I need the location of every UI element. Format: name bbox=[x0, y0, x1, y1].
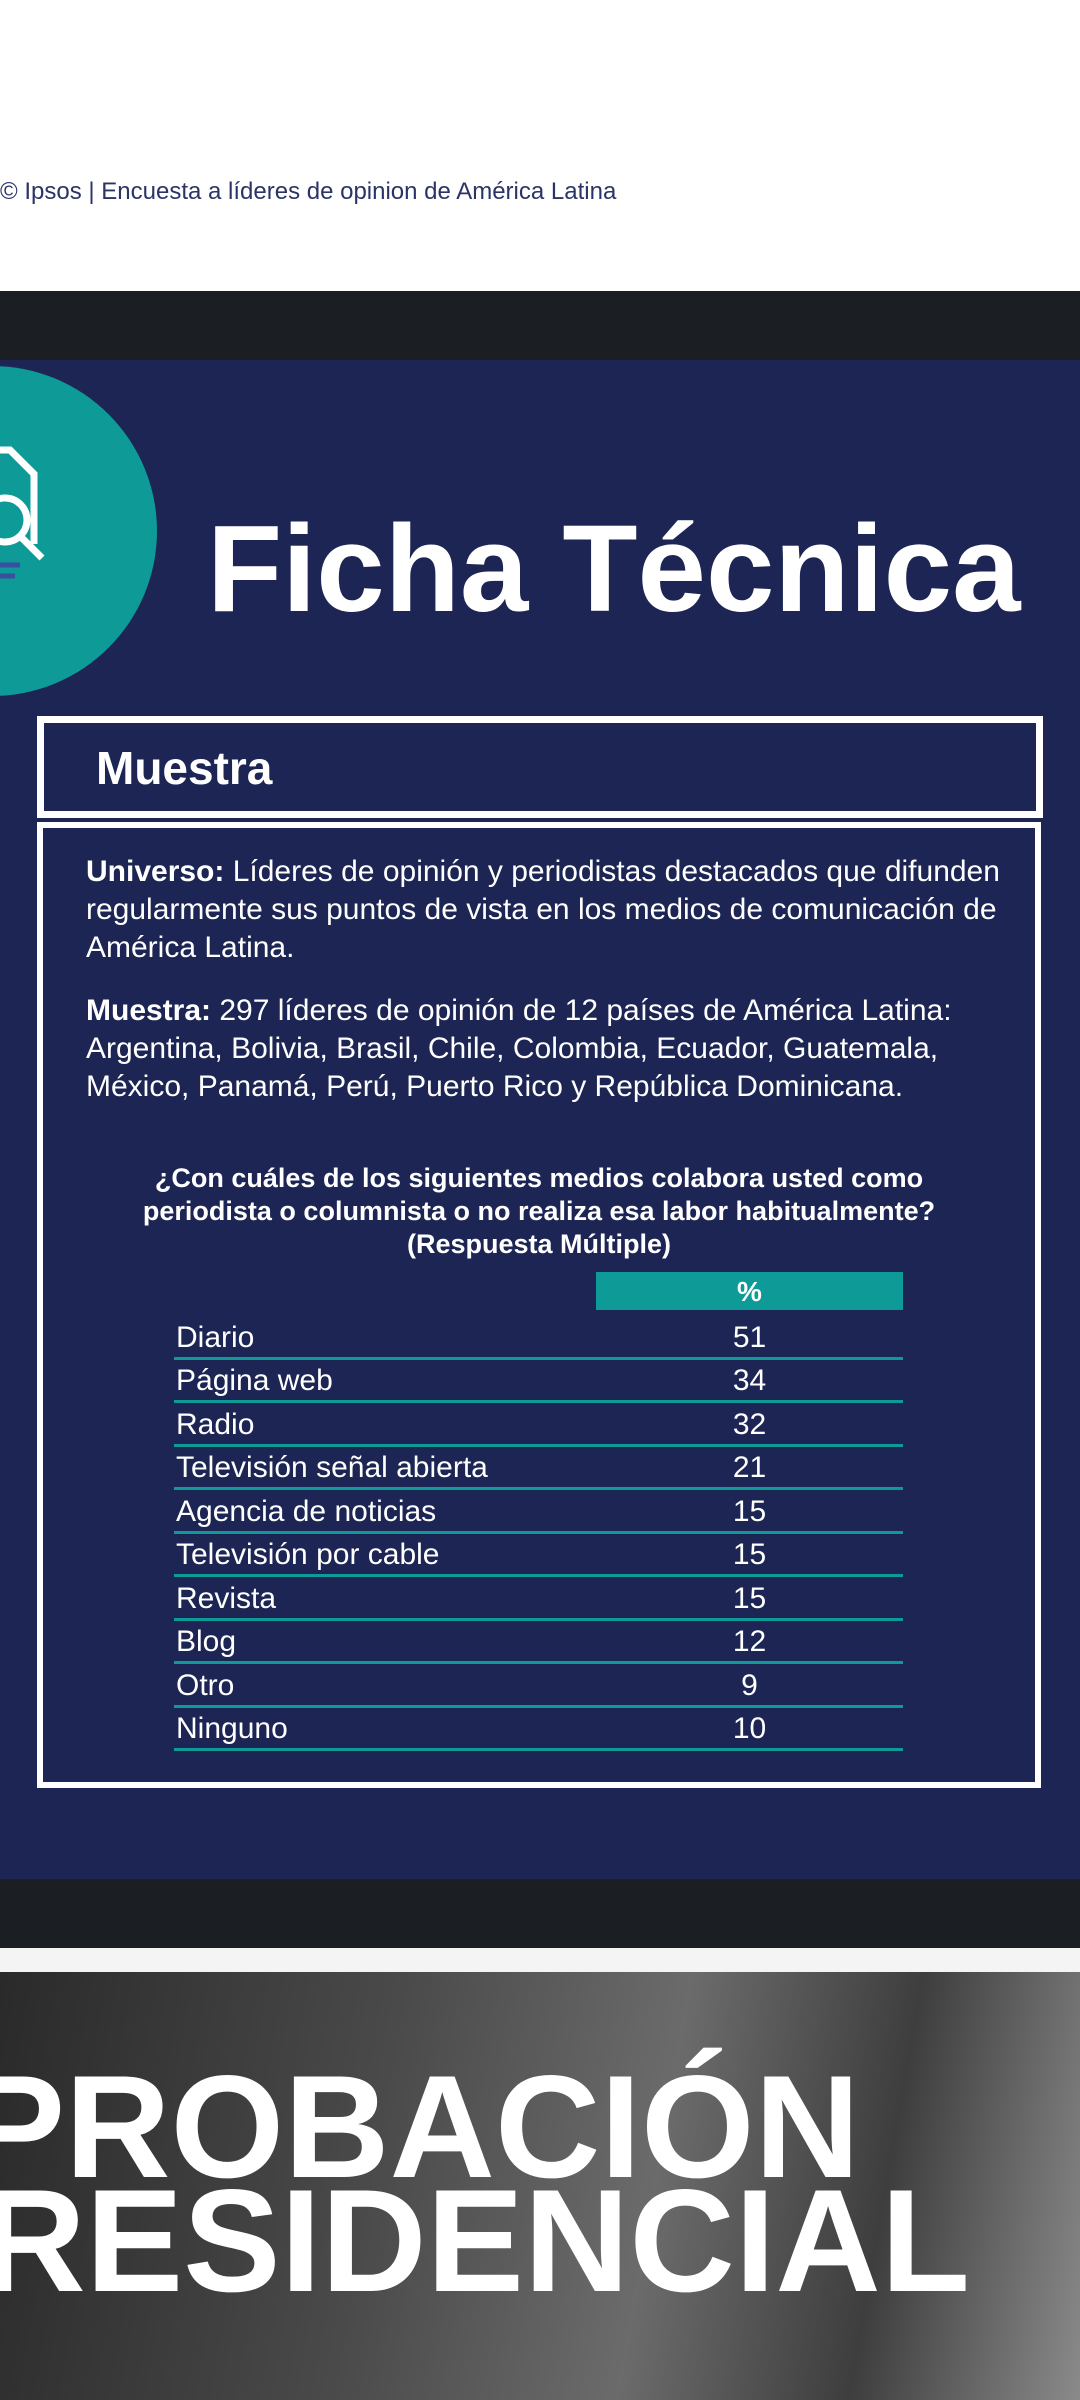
table-row: Página web 34 bbox=[174, 1360, 903, 1403]
row-label: Ninguno bbox=[176, 1712, 288, 1745]
table-row: Otro 9 bbox=[174, 1664, 903, 1708]
section-title: Muestra bbox=[96, 742, 273, 794]
icon-circle bbox=[0, 366, 157, 696]
paragraph-text: Líderes de opinión y periodistas destaca… bbox=[86, 855, 1000, 964]
content-box: Universo: Líderes de opinión y periodist… bbox=[37, 822, 1041, 1788]
row-label: Radio bbox=[176, 1407, 255, 1441]
row-value: 15 bbox=[732, 1494, 767, 1528]
table-row: Televisión señal abierta 21 bbox=[174, 1447, 903, 1490]
row-label: Revista bbox=[176, 1581, 277, 1615]
table-row: Revista 15 bbox=[174, 1577, 903, 1621]
row-value: 21 bbox=[732, 1451, 767, 1484]
footer-text: © Ipsos | Encuesta a líderes de opinion … bbox=[0, 178, 617, 205]
row-value: 12 bbox=[732, 1625, 767, 1658]
row-label: Diario bbox=[176, 1320, 255, 1354]
row-label: Otro bbox=[176, 1668, 235, 1702]
table-row: Blog 12 bbox=[174, 1621, 903, 1664]
row-value: 9 bbox=[741, 1668, 758, 1702]
banner-slide: APROBACIÓN PRESIDENCIAL bbox=[0, 1972, 1080, 2400]
page-gap bbox=[0, 1879, 1080, 1948]
row-value: 34 bbox=[732, 1364, 767, 1397]
paragraph-label: Universo: bbox=[86, 855, 225, 888]
slide-title: Ficha Técnica bbox=[207, 501, 1021, 638]
question-line: periodista o columnista o no realiza esa… bbox=[142, 1196, 936, 1226]
slide: Ficha Técnica Muestra Universo: Líderes … bbox=[0, 360, 1080, 1879]
table-row: Televisión por cable 15 bbox=[174, 1534, 903, 1577]
page-gap bbox=[0, 291, 1080, 360]
page-gap bbox=[0, 1948, 1080, 1972]
paragraph: Universo: Líderes de opinión y periodist… bbox=[86, 853, 1036, 967]
row-value: 51 bbox=[732, 1320, 767, 1354]
banner-line: APROBACIÓN bbox=[0, 2045, 860, 2208]
paragraph: Muestra: 297 líderes de opinión de 12 pa… bbox=[86, 992, 1036, 1106]
paragraph-label: Muestra: bbox=[86, 994, 212, 1027]
row-value: 10 bbox=[732, 1712, 767, 1745]
table-header: % bbox=[596, 1272, 903, 1310]
row-label: Televisión por cable bbox=[176, 1538, 440, 1571]
row-label: Página web bbox=[176, 1364, 333, 1397]
row-value: 15 bbox=[732, 1581, 767, 1615]
table-row: Radio 32 bbox=[174, 1403, 903, 1447]
paragraph-text: 297 líderes de opinión de 12 países de A… bbox=[86, 994, 952, 1103]
banner-line: PRESIDENCIAL bbox=[0, 2159, 970, 2322]
question-line: (Respuesta Múltiple) bbox=[406, 1229, 672, 1259]
section-header: Muestra bbox=[37, 716, 1043, 818]
row-value: 15 bbox=[732, 1538, 767, 1571]
row-label: Agencia de noticias bbox=[176, 1494, 437, 1528]
table-row: Diario 51 bbox=[174, 1316, 903, 1360]
row-label: Blog bbox=[176, 1625, 237, 1658]
row-label: Televisión señal abierta bbox=[176, 1451, 488, 1484]
question-line: ¿Con cuáles de los siguientes medios col… bbox=[154, 1163, 924, 1193]
table-row: Agencia de noticias 15 bbox=[174, 1490, 903, 1534]
row-value: 32 bbox=[732, 1407, 767, 1441]
table-row: Ninguno 10 bbox=[174, 1708, 903, 1751]
